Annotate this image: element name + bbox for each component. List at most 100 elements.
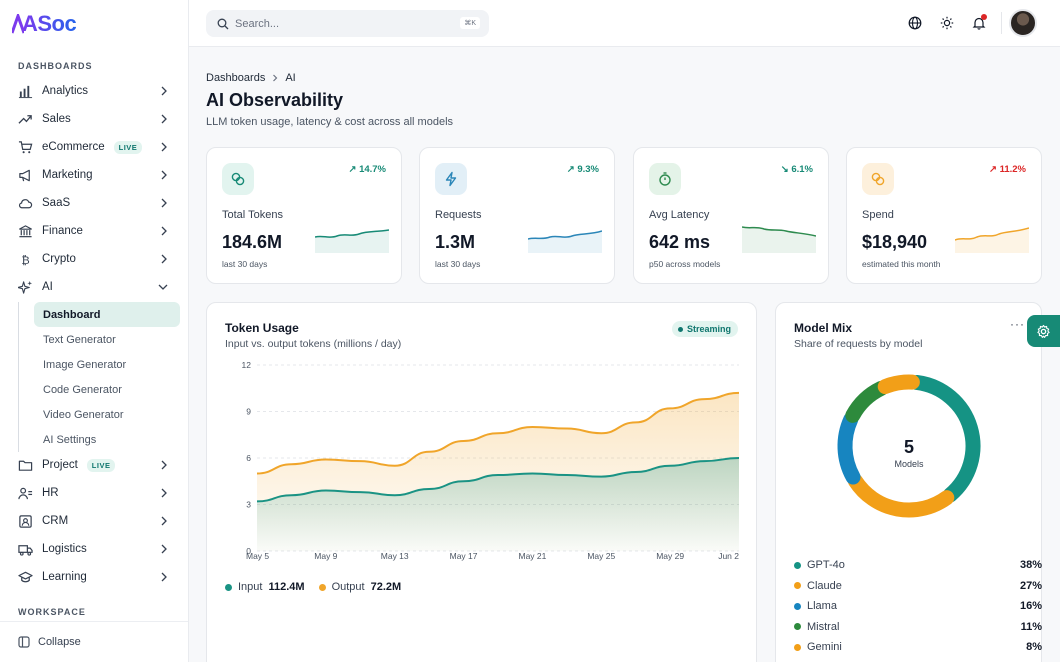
chevron-right-icon [161, 198, 167, 208]
donut-slice-gemini[interactable] [877, 374, 920, 395]
sidebar-item-marketing[interactable]: Marketing [0, 161, 189, 189]
chevron-right-icon [161, 572, 167, 582]
search-input[interactable] [235, 17, 455, 30]
sidebar-item-label: Finance [42, 225, 83, 237]
sun-icon [940, 16, 954, 30]
users-icon [18, 486, 33, 501]
sidebar-item-label: CRM [42, 515, 69, 527]
sidebar-item-project[interactable]: Project LIVE [0, 451, 189, 479]
chevron-right-icon [161, 86, 167, 96]
cloud-icon [18, 196, 33, 211]
ai-subitem-image-generator[interactable]: Image Generator [43, 358, 127, 371]
sidebar-item-label: Logistics [42, 543, 87, 555]
collapse-button[interactable]: Collapse [0, 621, 188, 662]
sidebar-item-sales[interactable]: Sales [0, 105, 189, 133]
search-shortcut: ⌘K [460, 17, 480, 29]
donut-center-label: Models [894, 459, 924, 469]
ai-subitem-video-generator[interactable]: Video Generator [43, 408, 124, 421]
y-tick-label: 9 [246, 407, 251, 417]
notifications-button[interactable] [971, 14, 987, 31]
card-title: Token Usage [225, 321, 299, 335]
sidebar-item-crypto[interactable]: ₿ Crypto [0, 245, 189, 273]
kpi-sub: last 30 days [222, 259, 268, 269]
ai-subitem-code-generator[interactable]: Code Generator [43, 383, 122, 396]
kpi-card-requests[interactable]: ↗ 9.3% Requests 1.3M last 30 days [419, 147, 615, 284]
x-tick-label: Jun 2 [718, 551, 739, 561]
settings-fab[interactable] [1027, 315, 1060, 347]
sidebar-item-ecommerce[interactable]: eCommerce LIVE [0, 133, 189, 161]
globe-icon [908, 16, 922, 30]
chevron-right-icon [273, 74, 278, 82]
sidebar-item-saas[interactable]: SaaS [0, 189, 189, 217]
kpi-sparkline [528, 230, 602, 253]
kpi-card-spend[interactable]: ↗ 11.2% Spend $18,940 estimated this mon… [846, 147, 1042, 284]
ai-subitem-ai-settings[interactable]: AI Settings [43, 433, 97, 446]
truck-icon [18, 542, 33, 557]
model-name: Claude [807, 579, 842, 592]
chevron-right-icon [161, 460, 167, 470]
cart-icon [18, 140, 33, 155]
search-icon [217, 18, 229, 29]
breadcrumb-root[interactable]: Dashboards [206, 72, 266, 84]
kpi-sparkline [955, 227, 1029, 253]
kpi-sparkline [315, 229, 389, 253]
x-tick-label: May 25 [587, 551, 615, 561]
breadcrumb-current: AI [285, 72, 296, 84]
sidebar-item-crm[interactable]: CRM [0, 507, 189, 535]
series-line-input [256, 457, 740, 503]
section-label-workspace: WORKSPACE [18, 607, 86, 617]
kpi-card-avg-latency[interactable]: ↘ 6.1% Avg Latency 642 ms p50 across mod… [633, 147, 829, 284]
x-tick-label: May 17 [450, 551, 478, 561]
sidebar-item-analytics[interactable]: Analytics [0, 77, 189, 105]
search-box[interactable]: ⌘K [206, 10, 489, 37]
arrow-up-right-icon: ↗ [348, 164, 357, 175]
model-mix-row: GPT-4o 38% [794, 555, 1042, 575]
donut-slice-llama[interactable] [837, 411, 861, 485]
sidebar-collapse-icon [18, 636, 30, 648]
arrow-up-right-icon: ↗ [566, 164, 575, 175]
ai-subitem-dashboard[interactable]: Dashboard [34, 302, 180, 327]
sidebar-item-chevron [160, 198, 168, 211]
kpi-card-total-tokens[interactable]: ↗ 14.7% Total Tokens 184.6M last 30 days [206, 147, 402, 284]
sidebar-item-label: AI [42, 281, 53, 293]
donut-slice-mistral[interactable] [845, 380, 889, 423]
avatar[interactable] [1009, 9, 1037, 37]
bar-chart-icon [18, 84, 33, 99]
sidebar-item-chevron [160, 170, 168, 183]
theme-toggle-button[interactable] [939, 15, 955, 31]
y-tick-label: 6 [246, 453, 251, 463]
sidebar-item-learning[interactable]: Learning [0, 563, 189, 591]
sidebar-item-hr[interactable]: HR [0, 479, 189, 507]
ai-subitem-text-generator[interactable]: Text Generator [43, 333, 116, 346]
lightning-icon [445, 171, 457, 187]
kpi-sub: estimated this month [862, 259, 941, 269]
y-tick-label: 0 [246, 546, 251, 556]
bank-icon [18, 224, 33, 239]
trend-up-icon [18, 112, 33, 127]
sidebar-item-chevron [158, 282, 168, 294]
logo[interactable]: ASoc [12, 11, 77, 37]
legend-value-input: 112.4M [268, 581, 305, 593]
sidebar-item-ai[interactable]: AI [0, 273, 189, 301]
gear-icon [1037, 324, 1050, 338]
model-name: Mistral [807, 620, 840, 633]
kpi-value: 642 ms [649, 232, 711, 252]
donut-slice-claude[interactable] [847, 473, 955, 518]
sidebar-item-chevron [160, 460, 168, 473]
nav-after: Project LIVE HR CRM Logistics Learning [0, 451, 189, 591]
sidebar-item-chevron [160, 86, 168, 99]
y-tick-label: 12 [242, 360, 252, 370]
model-color-dot [794, 602, 801, 610]
sidebar-item-label: Sales [42, 113, 71, 125]
bitcoin-icon: ₿ [18, 252, 33, 267]
sidebar-item-logistics[interactable]: Logistics [0, 535, 189, 563]
model-color-dot [794, 582, 801, 589]
model-color-dot [794, 561, 801, 569]
more-options-icon[interactable]: ··· [1010, 317, 1025, 331]
language-button[interactable] [907, 15, 923, 31]
kpi-label: Avg Latency [649, 209, 710, 221]
sidebar-item-finance[interactable]: Finance [0, 217, 189, 245]
donut-slice-gpt-4o[interactable] [909, 374, 981, 503]
chevron-right-icon [161, 516, 167, 526]
megaphone-icon [18, 168, 33, 183]
